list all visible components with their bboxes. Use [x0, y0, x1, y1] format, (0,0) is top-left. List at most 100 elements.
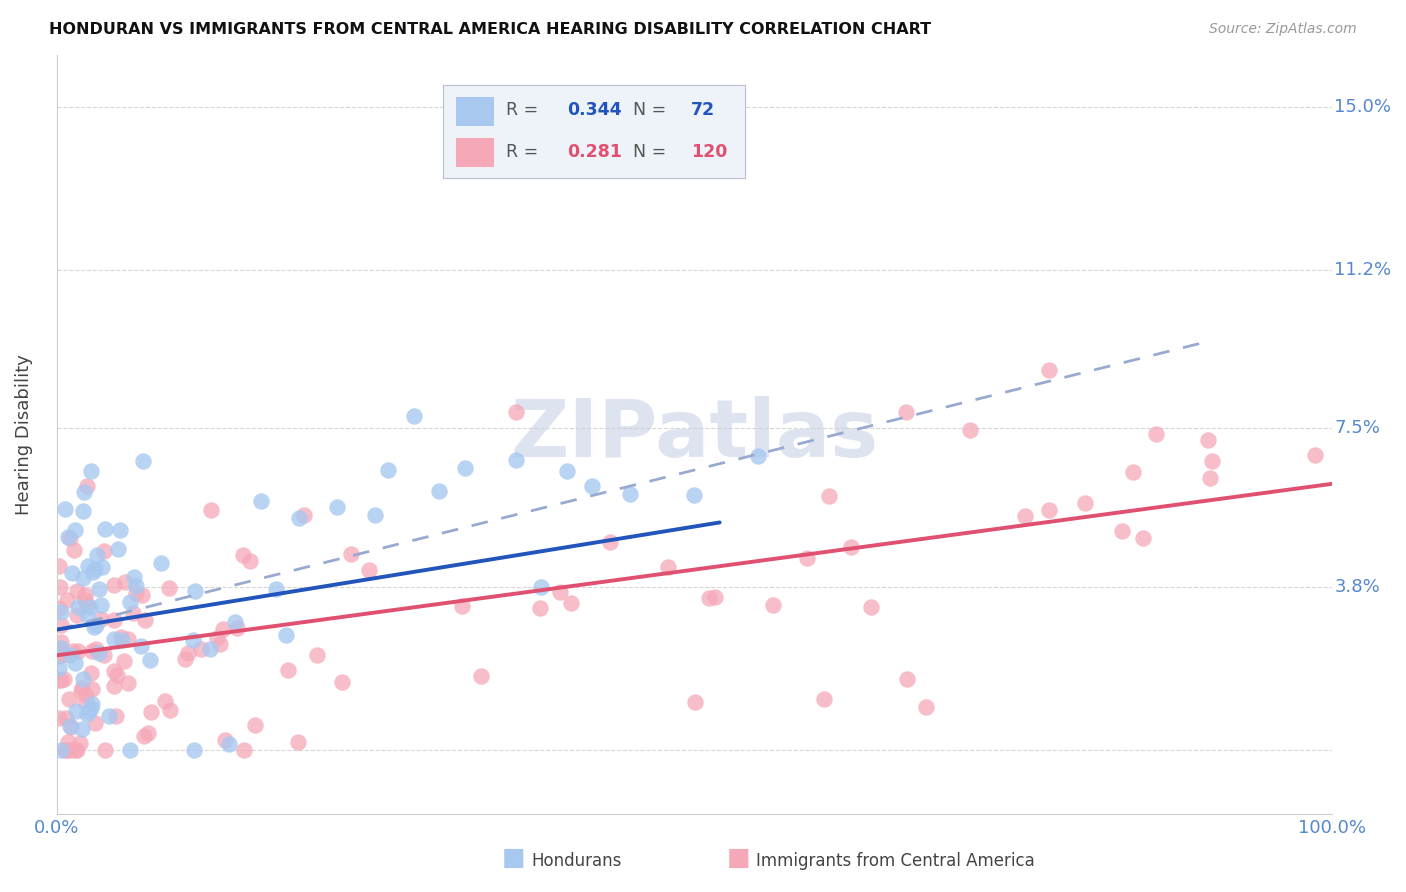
Point	[111, 633, 134, 648]
Point	[75, 688, 97, 702]
Point	[84, 641, 107, 656]
Point	[326, 500, 349, 514]
Point	[813, 692, 835, 706]
Text: 15.0%: 15.0%	[1334, 97, 1392, 116]
Point	[427, 484, 450, 499]
Point	[150, 556, 173, 570]
Point	[555, 464, 578, 478]
Text: Immigrants from Central America: Immigrants from Central America	[756, 852, 1035, 870]
Point	[121, 606, 143, 620]
Point	[48, 648, 70, 663]
Point	[86, 548, 108, 562]
Point	[66, 742, 89, 756]
Point	[86, 618, 108, 632]
Point	[62, 644, 84, 658]
Point	[581, 479, 603, 493]
Point	[73, 485, 96, 500]
Bar	[456, 96, 495, 126]
Point	[249, 493, 271, 508]
Point	[59, 718, 82, 732]
Point	[107, 542, 129, 557]
Point	[117, 632, 139, 647]
Point	[288, 511, 311, 525]
Point	[80, 644, 103, 658]
Point	[59, 532, 82, 546]
Point	[1111, 524, 1133, 538]
Point	[214, 733, 236, 747]
Text: 120: 120	[690, 144, 727, 161]
Point	[683, 488, 706, 502]
Point	[697, 591, 720, 605]
Point	[66, 607, 89, 622]
Point	[377, 463, 399, 477]
Point	[87, 646, 110, 660]
Point	[120, 594, 142, 608]
Point	[132, 729, 155, 743]
Point	[959, 424, 981, 438]
Point	[181, 632, 204, 647]
Text: ■: ■	[502, 846, 524, 870]
Point	[89, 582, 111, 597]
Point	[1014, 509, 1036, 524]
Point	[69, 736, 91, 750]
Point	[173, 651, 195, 665]
Point	[1303, 449, 1326, 463]
Point	[56, 742, 79, 756]
Point	[205, 631, 228, 645]
Point	[103, 613, 125, 627]
Point	[453, 460, 475, 475]
Point	[450, 599, 472, 613]
Point	[155, 694, 177, 708]
Point	[108, 523, 131, 537]
Point	[72, 571, 94, 585]
Point	[49, 635, 72, 649]
Point	[859, 599, 882, 614]
Point	[76, 707, 98, 722]
Point	[75, 593, 97, 607]
Point	[103, 632, 125, 646]
Point	[75, 588, 97, 602]
Text: N =: N =	[633, 101, 666, 119]
Point	[292, 508, 315, 522]
Point	[112, 654, 135, 668]
Point	[1197, 434, 1219, 448]
Text: R =: R =	[506, 144, 538, 161]
Point	[103, 578, 125, 592]
Point	[103, 679, 125, 693]
Point	[225, 621, 247, 635]
Point	[80, 698, 103, 712]
Point	[1122, 465, 1144, 479]
Point	[80, 701, 103, 715]
Point	[287, 735, 309, 749]
Text: 0.281: 0.281	[567, 144, 621, 161]
Text: 72: 72	[690, 101, 714, 119]
Point	[49, 742, 72, 756]
Point	[190, 641, 212, 656]
Point	[330, 675, 353, 690]
Point	[117, 676, 139, 690]
Point	[76, 608, 98, 623]
Point	[55, 592, 77, 607]
Point	[747, 449, 769, 463]
Point	[239, 554, 262, 568]
Point	[56, 530, 79, 544]
Point	[276, 628, 298, 642]
Point	[53, 502, 76, 516]
Point	[212, 622, 235, 636]
Point	[93, 544, 115, 558]
Point	[58, 691, 80, 706]
Point	[90, 598, 112, 612]
Point	[1199, 470, 1222, 484]
Point	[183, 742, 205, 756]
Point	[48, 600, 70, 615]
Point	[122, 570, 145, 584]
Point	[93, 648, 115, 663]
Point	[599, 534, 621, 549]
Text: 7.5%: 7.5%	[1334, 419, 1381, 437]
Point	[402, 409, 425, 423]
Point	[48, 673, 70, 687]
Bar	[456, 137, 495, 167]
Text: Hondurans: Hondurans	[531, 852, 621, 870]
Point	[63, 657, 86, 671]
Point	[79, 599, 101, 614]
